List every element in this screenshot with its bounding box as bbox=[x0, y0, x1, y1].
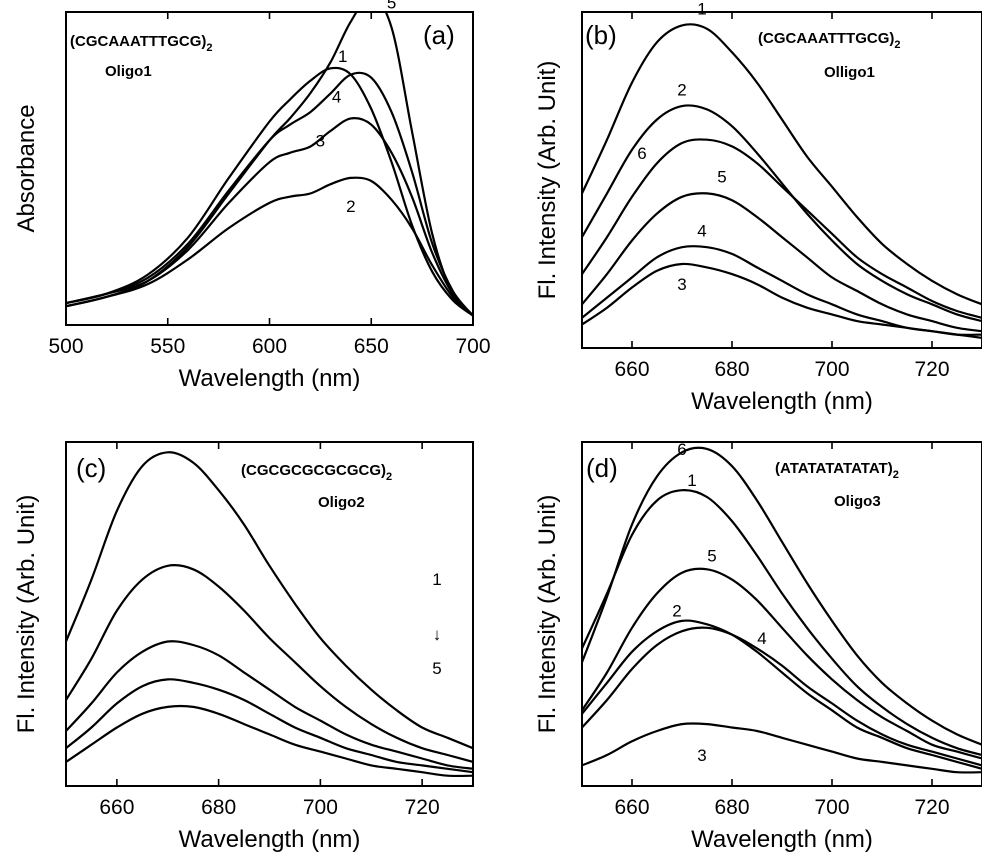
plot-frame bbox=[581, 441, 982, 787]
curve-label-1: 1 bbox=[687, 471, 696, 490]
y-axis-title: Fl. Intensity (Arb. Unit) bbox=[534, 61, 561, 300]
panel-d: 660 680 700 720 Wavelength (nm) Fl. Intensity… bbox=[534, 440, 982, 853]
x-tick-label: 680 bbox=[714, 796, 749, 819]
x-axis-title: Wavelength (nm) bbox=[179, 365, 361, 392]
panel-a: 500 550 600 650 700 Wavelength (nm) Absorbance… bbox=[13, 0, 491, 392]
series-line-4 bbox=[582, 245, 982, 336]
oligo-label: Olligo1 bbox=[824, 64, 875, 81]
series-line-4 bbox=[66, 71, 473, 317]
panel-label: (a) bbox=[423, 20, 455, 50]
series-group bbox=[66, 12, 473, 317]
curve-label-5: 5 bbox=[707, 547, 716, 566]
plot-frame bbox=[581, 11, 982, 349]
series-line-1 bbox=[582, 489, 982, 757]
x-tick-label: 680 bbox=[714, 358, 749, 381]
curve-label-6: 6 bbox=[677, 440, 686, 459]
panel-label: (d) bbox=[586, 453, 618, 483]
series-line-5 bbox=[582, 567, 982, 760]
oligo-label: Oligo1 bbox=[105, 63, 152, 80]
series-line-2 bbox=[66, 564, 473, 763]
x-tick-label: 650 bbox=[354, 335, 389, 358]
series-line-4 bbox=[66, 678, 473, 774]
curve-label-2: 2 bbox=[672, 602, 681, 621]
curve-label-3: 3 bbox=[697, 746, 706, 765]
series-line-1 bbox=[582, 23, 982, 306]
x-tick-label: 720 bbox=[914, 358, 949, 381]
series-line-6 bbox=[582, 446, 982, 746]
series-line-5 bbox=[66, 12, 473, 317]
series-group bbox=[582, 446, 982, 774]
panel-b: 660 680 700 720 Wavelength (nm) Fl. Intensity… bbox=[534, 0, 982, 415]
x-tick-label: 660 bbox=[614, 796, 649, 819]
curve-label-2: 2 bbox=[346, 197, 355, 216]
sequence-label: (CGCGCGCGCGCG)2 bbox=[241, 462, 392, 483]
panel-c: 660 680 700 720 Wavelength (nm) Fl. Intensity… bbox=[13, 441, 474, 853]
series-group bbox=[582, 23, 982, 339]
x-tick-label: 700 bbox=[455, 335, 490, 358]
curve-label-4: 4 bbox=[332, 88, 341, 107]
curve-label-3: 3 bbox=[677, 275, 686, 294]
x-tick-label: 700 bbox=[814, 358, 849, 381]
x-tick-label: 700 bbox=[303, 796, 338, 819]
series-line-6 bbox=[582, 138, 982, 319]
series-line-3 bbox=[582, 722, 982, 774]
oligo-label: Oligo2 bbox=[318, 494, 365, 511]
x-tick-label: 720 bbox=[405, 796, 440, 819]
curve-label-3: 3 bbox=[316, 131, 325, 150]
sequence-label: (CGCAAATTTGCG)2 bbox=[70, 33, 213, 54]
x-axis-title: Wavelength (nm) bbox=[179, 826, 361, 853]
order-end-label: 5 bbox=[432, 659, 441, 678]
curve-label-1: 1 bbox=[697, 0, 706, 19]
series-line-1 bbox=[66, 451, 473, 750]
x-tick-label: 720 bbox=[914, 796, 949, 819]
x-tick-label: 500 bbox=[48, 335, 83, 358]
curve-label-1: 1 bbox=[338, 47, 347, 66]
curve-label-6: 6 bbox=[637, 144, 646, 163]
curve-label-5: 5 bbox=[387, 0, 396, 13]
x-tick-label: 660 bbox=[614, 358, 649, 381]
series-line-2 bbox=[582, 619, 982, 770]
x-tick-label: 660 bbox=[99, 796, 134, 819]
series-line-2 bbox=[582, 104, 982, 323]
sequence-label: (ATATATATATAT)2 bbox=[775, 460, 899, 481]
x-tick-label: 550 bbox=[150, 335, 185, 358]
series-line-3 bbox=[66, 640, 473, 770]
series-line-5 bbox=[582, 192, 982, 333]
series-line-1 bbox=[66, 66, 473, 317]
down-arrow-icon: ↓ bbox=[433, 625, 442, 644]
x-tick-label: 680 bbox=[201, 796, 236, 819]
y-axis-title: Fl. Intensity (Arb. Unit) bbox=[13, 495, 40, 734]
curve-label-4: 4 bbox=[757, 629, 766, 648]
y-axis-title: Absorbance bbox=[13, 104, 40, 232]
series-line-5 bbox=[66, 704, 473, 778]
x-tick-label: 700 bbox=[814, 796, 849, 819]
panel-label: (b) bbox=[585, 20, 617, 50]
curve-label-2: 2 bbox=[677, 80, 686, 99]
x-axis-title: Wavelength (nm) bbox=[691, 826, 873, 853]
series-line-2 bbox=[66, 176, 473, 317]
panel-label: (c) bbox=[76, 453, 106, 483]
oligo-label: Oligo3 bbox=[834, 493, 881, 510]
y-axis-title: Fl. Intensity (Arb. Unit) bbox=[534, 495, 561, 734]
curve-label-4: 4 bbox=[697, 221, 706, 240]
x-tick-label: 600 bbox=[252, 335, 287, 358]
curve-label-5: 5 bbox=[717, 168, 726, 187]
series-group bbox=[66, 451, 473, 778]
order-start-label: 1 bbox=[432, 570, 441, 589]
x-axis-title: Wavelength (nm) bbox=[691, 388, 873, 415]
sequence-label: (CGCAAATTTGCG)2 bbox=[758, 30, 901, 51]
plot-frame bbox=[65, 441, 474, 787]
series-line-4 bbox=[582, 626, 982, 767]
